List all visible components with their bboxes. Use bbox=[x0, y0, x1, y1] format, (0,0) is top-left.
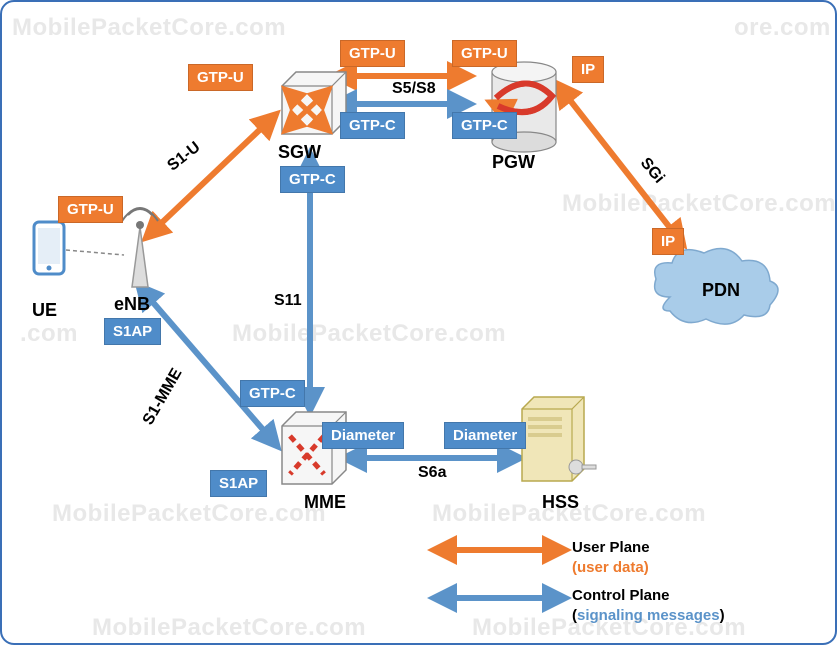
link-arrow bbox=[152, 120, 270, 232]
protocol-gtp-u: GTP-U bbox=[58, 196, 123, 223]
interface-sgi: SGi bbox=[636, 155, 668, 188]
node-label-mme: MME bbox=[304, 492, 346, 513]
watermark: MobilePacketCore.com bbox=[12, 14, 286, 42]
link-arrow bbox=[562, 90, 678, 238]
protocol-gtp-c: GTP-C bbox=[280, 166, 345, 193]
protocol-diameter: Diameter bbox=[322, 422, 404, 449]
interface-s5/s8: S5/S8 bbox=[392, 80, 436, 98]
interface-s1-mme: S1-MME bbox=[140, 366, 187, 429]
interface-s11: S11 bbox=[274, 292, 302, 310]
node-label-pdn: PDN bbox=[702, 280, 740, 301]
protocol-gtp-c: GTP-C bbox=[452, 112, 517, 139]
watermark: .com bbox=[20, 320, 78, 348]
protocol-gtp-u: GTP-U bbox=[340, 40, 405, 67]
protocol-ip: IP bbox=[572, 56, 604, 83]
protocol-gtp-c: GTP-C bbox=[340, 112, 405, 139]
protocol-gtp-c: GTP-C bbox=[240, 380, 305, 407]
watermark: MobilePacketCore.com bbox=[562, 190, 836, 218]
protocol-diameter: Diameter bbox=[444, 422, 526, 449]
protocol-s1ap: S1AP bbox=[104, 318, 161, 345]
legend-user-text: User Plane(user data) bbox=[572, 538, 650, 577]
ue-icon bbox=[34, 222, 64, 274]
watermark: MobilePacketCore.com bbox=[232, 320, 506, 348]
protocol-gtp-u: GTP-U bbox=[188, 64, 253, 91]
protocol-ip: IP bbox=[652, 228, 684, 255]
node-label-pgw: PGW bbox=[492, 152, 535, 173]
watermark: MobilePacketCore.com bbox=[52, 500, 326, 528]
interface-s6a: S6a bbox=[418, 464, 446, 482]
node-label-ue: UE bbox=[32, 300, 57, 321]
interface-s1-u: S1-U bbox=[164, 139, 204, 176]
watermark: MobilePacketCore.com bbox=[92, 614, 366, 642]
node-label-sgw: SGW bbox=[278, 142, 321, 163]
sgw-icon bbox=[282, 72, 346, 134]
legend-control-text: Control Plane(signaling messages) bbox=[572, 586, 725, 625]
enb-icon bbox=[122, 208, 158, 287]
link-arrow bbox=[144, 292, 272, 440]
hss-icon bbox=[522, 397, 596, 481]
node-label-hss: HSS bbox=[542, 492, 579, 513]
diagram-frame: MobilePacketCore.com ore.com MobilePacketC… bbox=[0, 0, 837, 645]
protocol-gtp-u: GTP-U bbox=[452, 40, 517, 67]
watermark: ore.com bbox=[734, 14, 831, 42]
node-label-enb: eNB bbox=[114, 294, 150, 315]
protocol-s1ap: S1AP bbox=[210, 470, 267, 497]
